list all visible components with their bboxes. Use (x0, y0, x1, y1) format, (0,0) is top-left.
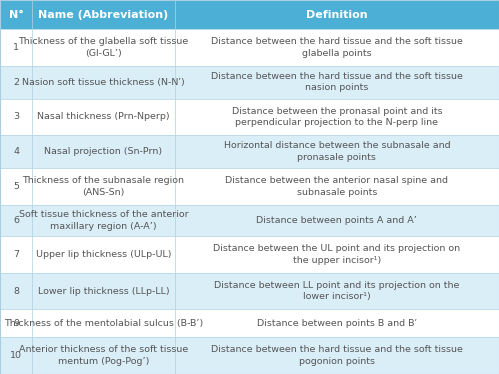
Text: Distance between the hard tissue and the soft tissue
nasion points: Distance between the hard tissue and the… (211, 72, 463, 92)
Bar (32, 135, 175, 168)
Bar (32, 99, 175, 135)
Text: 8: 8 (13, 286, 19, 296)
Text: 2: 2 (13, 78, 19, 87)
Text: Name (Abbreviation): Name (Abbreviation) (38, 10, 169, 19)
Bar (0, 273, 32, 309)
Text: Thickness of the subnasale region
(ANS-Sn): Thickness of the subnasale region (ANS-S… (22, 176, 185, 196)
Bar (32, 66, 175, 99)
Text: Distance between LL point and its projection on the
lower incisor¹): Distance between LL point and its projec… (214, 281, 460, 301)
Text: Definition: Definition (306, 10, 368, 19)
Bar (0, 337, 32, 374)
Bar (32, 273, 175, 309)
Text: Thickness of the glabella soft tissue
(Gl-GL’): Thickness of the glabella soft tissue (G… (18, 37, 189, 58)
Bar (0, 29, 32, 66)
Bar (0, 135, 32, 168)
Text: Upper lip thickness (ULp-UL): Upper lip thickness (ULp-UL) (36, 250, 171, 259)
Text: N°: N° (9, 10, 23, 19)
Text: 4: 4 (13, 147, 19, 156)
Text: 1: 1 (13, 43, 19, 52)
Text: Distance between the UL point and its projection on
the upper incisor¹): Distance between the UL point and its pr… (213, 244, 461, 265)
Text: 6: 6 (13, 216, 19, 225)
Text: Distance between the hard tissue and the soft tissue
glabella points: Distance between the hard tissue and the… (211, 37, 463, 58)
Bar (175, 29, 499, 66)
Bar (0, 99, 32, 135)
Text: Distance between points B and Bʹ: Distance between points B and Bʹ (257, 319, 417, 328)
Text: 9: 9 (13, 319, 19, 328)
Bar (175, 273, 499, 309)
Bar (175, 135, 499, 168)
Bar (0, 205, 32, 236)
Text: Horizontal distance between the subnasale and
pronasale points: Horizontal distance between the subnasal… (224, 141, 450, 162)
Text: 5: 5 (13, 182, 19, 191)
Bar (32, 0, 175, 29)
Bar (32, 309, 175, 337)
Bar (32, 337, 175, 374)
Bar (32, 205, 175, 236)
Bar (175, 236, 499, 273)
Text: 10: 10 (10, 351, 22, 360)
Bar (32, 29, 175, 66)
Text: Thickness of the mentolabial sulcus (B-B’): Thickness of the mentolabial sulcus (B-B… (4, 319, 203, 328)
Text: Anterior thickness of the soft tissue
mentum (Pog-Pog’): Anterior thickness of the soft tissue me… (19, 346, 188, 366)
Text: Lower lip thickness (LLp-LL): Lower lip thickness (LLp-LL) (38, 286, 169, 296)
Text: Nasal projection (Sn-Prn): Nasal projection (Sn-Prn) (44, 147, 163, 156)
Bar (175, 168, 499, 205)
Text: Nasion soft tissue thickness (N-Nʹ): Nasion soft tissue thickness (N-Nʹ) (22, 78, 185, 87)
Bar (175, 0, 499, 29)
Bar (175, 99, 499, 135)
Bar (175, 309, 499, 337)
Text: Nasal thickness (Prn-Nperp): Nasal thickness (Prn-Nperp) (37, 112, 170, 122)
Bar (175, 337, 499, 374)
Bar (0, 66, 32, 99)
Text: Distance between points A and A’: Distance between points A and A’ (256, 216, 417, 225)
Bar (32, 168, 175, 205)
Text: Soft tissue thickness of the anterior
maxillary region (A-A’): Soft tissue thickness of the anterior ma… (19, 210, 188, 231)
Bar (0, 309, 32, 337)
Text: Distance between the hard tissue and the soft tissue
pogonion points: Distance between the hard tissue and the… (211, 346, 463, 366)
Bar (0, 168, 32, 205)
Text: 7: 7 (13, 250, 19, 259)
Text: Distance between the pronasal point and its
perpendicular projection to the N-pe: Distance between the pronasal point and … (232, 107, 442, 127)
Bar (175, 205, 499, 236)
Text: 3: 3 (13, 112, 19, 122)
Bar (0, 0, 32, 29)
Bar (32, 236, 175, 273)
Bar (0, 236, 32, 273)
Text: Distance between the anterior nasal spine and
subnasale points: Distance between the anterior nasal spin… (226, 176, 448, 196)
Bar (175, 66, 499, 99)
